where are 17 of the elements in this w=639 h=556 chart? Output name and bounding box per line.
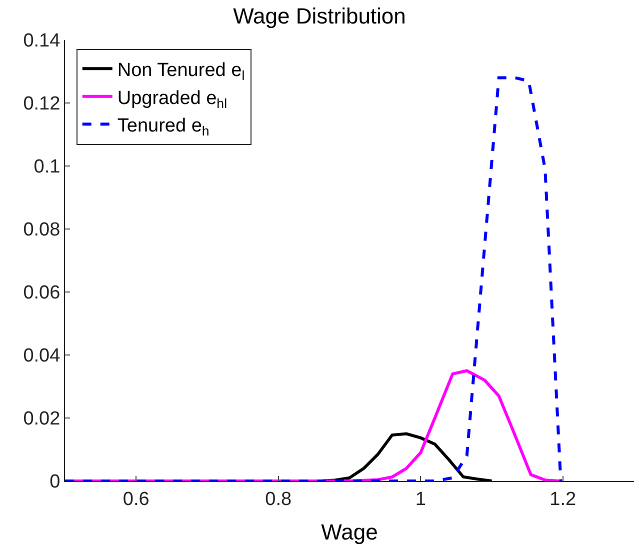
y-tick-label: 0.04 (23, 346, 61, 367)
y-tick-label: 0.02 (23, 408, 60, 430)
y-tick-label: 0.1 (34, 156, 60, 178)
y-tick-label: 0.14 (23, 30, 61, 52)
x-tick-label: 1.2 (550, 488, 576, 510)
legend-label: Tenured e$_{h}$ (117, 115, 210, 138)
legend-label: Upgraded e$_{hl}$ (117, 88, 228, 111)
y-tick-label: 0.08 (23, 220, 60, 241)
y-tick-label: 0.06 (23, 282, 60, 304)
x-axis-title: Wage (321, 520, 378, 545)
x-tick-label: 1 (415, 488, 426, 510)
x-tick-label: 0.8 (265, 488, 292, 510)
legend-label: Non Tenured e$_{l}$ (117, 60, 245, 84)
y-tick-label: 0.12 (23, 94, 60, 115)
y-tick-label: 0 (50, 472, 60, 493)
chart-title: Wage Distribution (233, 4, 406, 29)
x-tick-label: 0.6 (122, 488, 150, 510)
